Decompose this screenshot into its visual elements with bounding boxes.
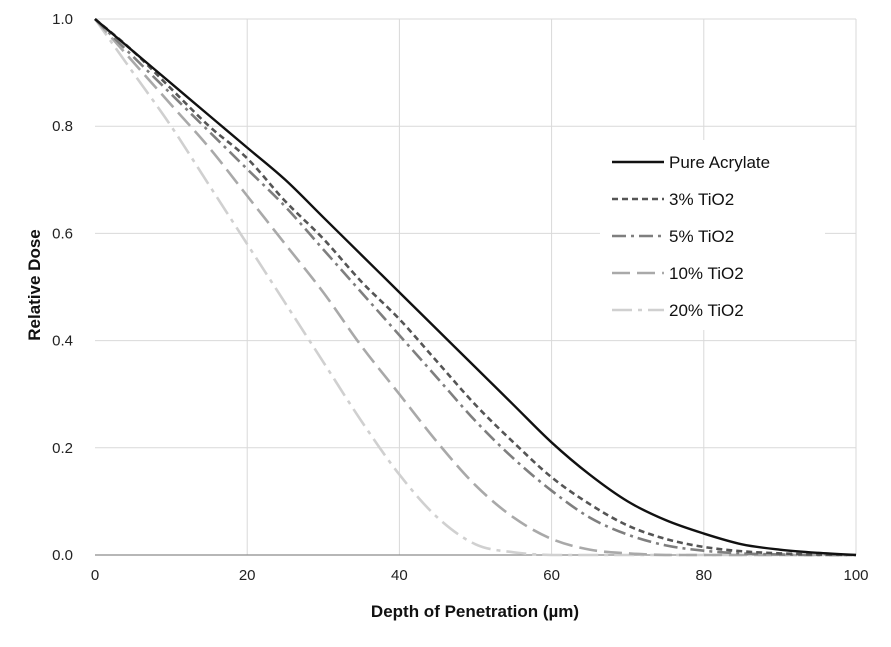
tick-labels: 0 20 40 60 80 100 0.0 0.2 0.4 0.6 0.8 1.0 xyxy=(52,11,868,584)
legend-label: 5% TiO2 xyxy=(669,227,734,246)
series-line-3-tio2 xyxy=(94,18,857,557)
y-tick-label: 0.4 xyxy=(52,333,73,350)
y-axis-title: Relative Dose xyxy=(25,229,44,341)
series-line-5-tio2 xyxy=(94,18,856,557)
x-tick-label: 40 xyxy=(391,567,408,584)
y-tick-label: 0.2 xyxy=(52,440,73,457)
legend: Pure Acrylate 3% TiO2 5% TiO2 10% TiO2 20% T… xyxy=(600,140,825,330)
x-tick-label: 60 xyxy=(543,567,560,584)
y-tick-label: 0.6 xyxy=(52,225,73,242)
legend-label: Pure Acrylate xyxy=(669,153,770,172)
y-tick-label: 0.0 xyxy=(52,547,73,564)
x-tick-label: 80 xyxy=(695,567,712,584)
x-tick-label: 100 xyxy=(843,567,868,584)
legend-label: 20% TiO2 xyxy=(669,301,744,320)
x-tick-label: 20 xyxy=(239,567,256,584)
legend-label: 3% TiO2 xyxy=(669,190,734,209)
x-axis-title: Depth of Penetration (µm) xyxy=(371,602,579,621)
x-tick-label: 0 xyxy=(91,567,99,584)
legend-background xyxy=(600,140,825,330)
series-line-pure-acrylate xyxy=(94,18,857,557)
y-tick-label: 0.8 xyxy=(52,118,73,135)
series-line-10-tio2 xyxy=(94,18,856,557)
y-tick-label: 1.0 xyxy=(52,11,73,28)
series-lines xyxy=(93,18,857,557)
legend-label: 10% TiO2 xyxy=(669,264,744,283)
gridlines xyxy=(95,18,857,555)
series-line-20-tio2 xyxy=(93,18,856,557)
